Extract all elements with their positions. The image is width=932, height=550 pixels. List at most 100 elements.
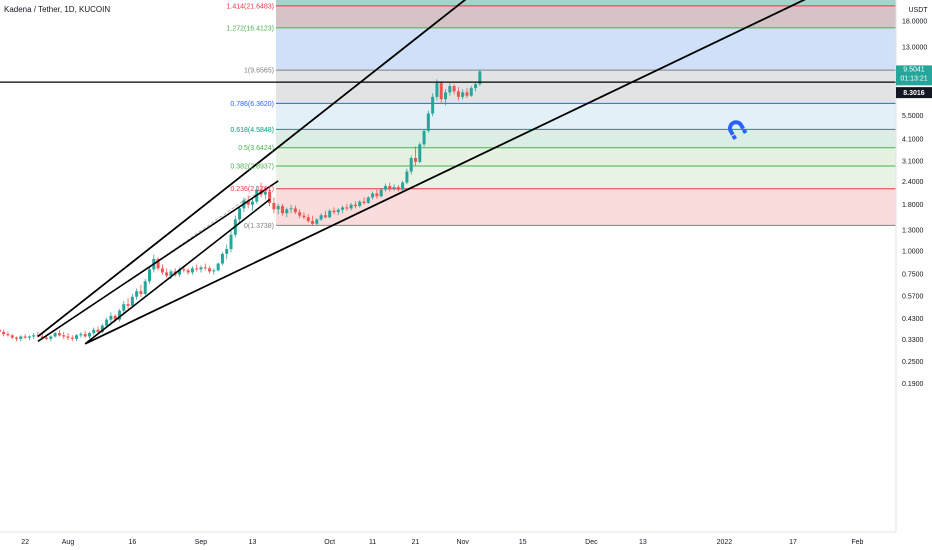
candle-body [216,263,220,271]
fib-band [276,5,896,28]
candle [70,335,74,342]
candle [285,207,289,218]
price-tick-label: 1.8000 [902,202,924,209]
candle [148,266,152,284]
candle-body [379,189,383,197]
candle-body [289,208,293,210]
candle-body [229,234,233,250]
candle [293,205,297,215]
candle-body [117,310,121,320]
candle-body [306,217,310,222]
candle [396,184,400,192]
candle-body [225,249,229,254]
price-tick-label: 3.1000 [902,159,924,166]
time-tick-label: 13 [639,539,647,546]
candle [178,267,182,277]
candle-body [212,270,216,272]
price-tick-label: 5.5000 [902,113,924,120]
candle-body [83,334,87,337]
candle-body [358,201,362,207]
candle-body [105,319,109,326]
candle [139,284,143,297]
candle [186,268,190,275]
candle-body [405,171,409,183]
candle [165,268,169,278]
candle-body [298,212,302,216]
magnet-icon[interactable] [725,117,748,141]
price-axis-unit: USDT [908,7,928,14]
candle-body [448,86,452,93]
candle [66,333,70,341]
candle [413,146,417,166]
fib-band [276,147,896,167]
price-tick-label: 1.0000 [902,249,924,256]
candle-body [49,336,53,339]
candles [0,69,482,342]
fib-level-label: 0.5(3.6424) [238,145,274,152]
candle-body [422,130,426,145]
candle [27,335,31,341]
candle-body [353,204,357,207]
candle-body [32,335,36,337]
candle-body [375,193,379,197]
candle [362,197,366,205]
candle [105,317,109,328]
price-tick-label: 4.1000 [902,136,924,143]
candle-body [413,158,417,162]
candle [375,189,379,199]
price-tick-label: 18.0000 [902,19,927,26]
candle-body [6,334,10,336]
candle-body [203,267,207,269]
candle [6,331,10,337]
candle-body [474,84,478,89]
candle-body [186,270,190,273]
candle-body [126,304,130,306]
candle-body [190,268,194,273]
candle [328,209,332,219]
candle [92,327,96,336]
candle [199,265,203,273]
candle [272,197,276,214]
candle-body [156,258,160,269]
time-tick-label: 22 [21,539,29,546]
candle [349,202,353,211]
candle [366,196,370,204]
price-tick-label: 0.7500 [902,271,924,278]
candle-body [53,333,57,337]
candle [452,84,456,95]
candle [156,257,160,271]
candle-body [100,325,104,332]
candle-body [139,291,143,294]
time-tick-label: 2022 [717,539,733,546]
fib-band [276,166,896,189]
candle-body [426,113,430,131]
time-tick-label: 15 [519,539,527,546]
candle [474,82,478,92]
candle [401,180,405,191]
candle [469,86,473,97]
fibonacci-labels: 2.618(226.4865)2.414(152.1539)2.272(115.… [227,3,274,229]
last-price-badge-bg [896,65,932,86]
candle [229,230,233,253]
candle [444,89,448,106]
trendlines[interactable] [37,0,840,345]
candle [53,331,57,338]
candle [32,333,36,339]
candle-body [263,191,267,195]
candle-body [439,83,443,100]
candle [75,334,79,342]
fibonacci-bands[interactable] [276,0,896,226]
candle-body [238,208,242,220]
time-tick-label: 17 [789,539,797,546]
candle [439,81,443,105]
candle [122,301,126,315]
candle-body [341,207,345,210]
candle-body [92,329,96,334]
last-price-value: 9.5041 [903,66,925,73]
time-axis-panel[interactable] [0,532,932,550]
candle-body [195,268,199,270]
candle [126,298,130,310]
candle [195,264,199,272]
